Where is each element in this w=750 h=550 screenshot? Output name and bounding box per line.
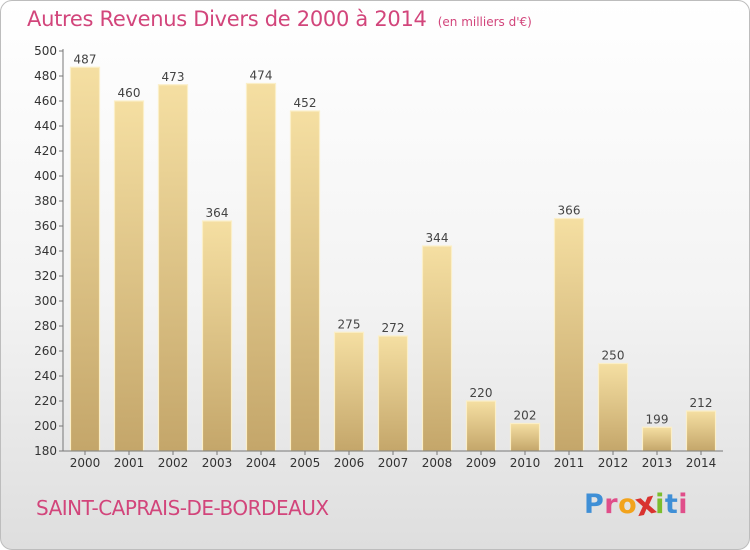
y-tick-label: 460 — [34, 94, 57, 108]
bar-value-label: 275 — [338, 317, 361, 331]
x-tick-label: 2005 — [290, 456, 321, 470]
brand-logo-letter: o — [618, 489, 638, 520]
bar-2013 — [641, 426, 673, 452]
y-tick-label: 380 — [34, 194, 57, 208]
bar-value-label: 460 — [118, 86, 141, 100]
brand-logo-letter: r — [604, 489, 619, 520]
x-tick-label: 2001 — [114, 456, 145, 470]
x-tick-label: 2002 — [158, 456, 189, 470]
bar-value-label: 364 — [206, 206, 229, 220]
bar-2012 — [597, 362, 629, 452]
x-tick-label: 2010 — [510, 456, 541, 470]
y-tick-label: 320 — [34, 269, 57, 283]
chart-unit: (en milliers d'€) — [437, 15, 532, 29]
bar-2001 — [113, 100, 145, 452]
bar-2010 — [509, 422, 541, 452]
bar-2008 — [421, 245, 453, 452]
bar-2003 — [201, 220, 233, 452]
bar-value-label: 202 — [514, 409, 537, 423]
brand-logo-letter: i — [678, 489, 689, 520]
y-tick-label: 420 — [34, 144, 57, 158]
bar-2009 — [465, 400, 497, 452]
brand-logo-letter: i — [655, 489, 665, 520]
bar-value-label: 473 — [162, 70, 185, 84]
bar-value-label: 199 — [646, 412, 669, 426]
y-tick-label: 500 — [34, 44, 57, 58]
x-tick-label: 2014 — [686, 456, 717, 470]
brand-logo-letter: t — [664, 489, 679, 520]
bar-2011 — [553, 217, 585, 452]
y-tick-label: 260 — [34, 344, 57, 358]
y-tick-label: 220 — [34, 394, 57, 408]
bar-value-label: 250 — [602, 349, 625, 363]
bar-2004 — [245, 82, 277, 452]
y-tick-label: 180 — [34, 444, 57, 458]
y-tick-label: 480 — [34, 69, 57, 83]
x-tick-label: 2009 — [466, 456, 497, 470]
y-tick-label: 200 — [34, 419, 57, 433]
x-tick-label: 2008 — [422, 456, 453, 470]
x-tick-label: 2003 — [202, 456, 233, 470]
x-tick-label: 2007 — [378, 456, 409, 470]
y-tick-label: 280 — [34, 319, 57, 333]
y-tick-label: 360 — [34, 219, 57, 233]
chart-header: Autres Revenus Divers de 2000 à 2014 (en… — [27, 7, 532, 31]
axes-layer: 2000 2001 2002 2003 2004 2005 2006 2007 2008 2009… — [34, 44, 723, 470]
bars-layer: 487 460 473 364 474 452 275 272 344 220 202 366 250 1… — [69, 52, 717, 452]
x-tick-label: 2011 — [554, 456, 585, 470]
y-tick-label: 240 — [34, 369, 57, 383]
bar-value-label: 344 — [426, 231, 449, 245]
bar-2002 — [157, 84, 189, 452]
bar-value-label: 487 — [74, 52, 97, 66]
bar-2000 — [69, 66, 101, 452]
brand-logo-letter: P — [584, 489, 605, 520]
bar-2005 — [289, 110, 321, 452]
x-tick-label: 2012 — [598, 456, 629, 470]
bar-value-label: 452 — [294, 96, 317, 110]
x-tick-label: 2000 — [70, 456, 101, 470]
y-tick-label: 300 — [34, 294, 57, 308]
chart-title: Autres Revenus Divers de 2000 à 2014 — [27, 7, 427, 31]
bar-value-label: 212 — [690, 396, 713, 410]
bar-value-label: 272 — [382, 321, 405, 335]
bar-value-label: 474 — [250, 69, 273, 83]
bar-value-label: 366 — [558, 204, 581, 218]
bar-2014 — [685, 410, 717, 452]
bar-value-label: 220 — [470, 386, 493, 400]
x-tick-label: 2004 — [246, 456, 277, 470]
x-tick-label: 2013 — [642, 456, 673, 470]
y-tick-label: 340 — [34, 244, 57, 258]
x-tick-label: 2006 — [334, 456, 365, 470]
location-name: SAINT-CAPRAIS-DE-BORDEAUX — [36, 496, 329, 520]
bar-2006 — [333, 331, 365, 452]
y-tick-label: 400 — [34, 169, 57, 183]
bar-2007 — [377, 335, 409, 452]
y-tick-label: 440 — [34, 119, 57, 133]
brand-logo[interactable]: Proxiti — [584, 485, 689, 524]
